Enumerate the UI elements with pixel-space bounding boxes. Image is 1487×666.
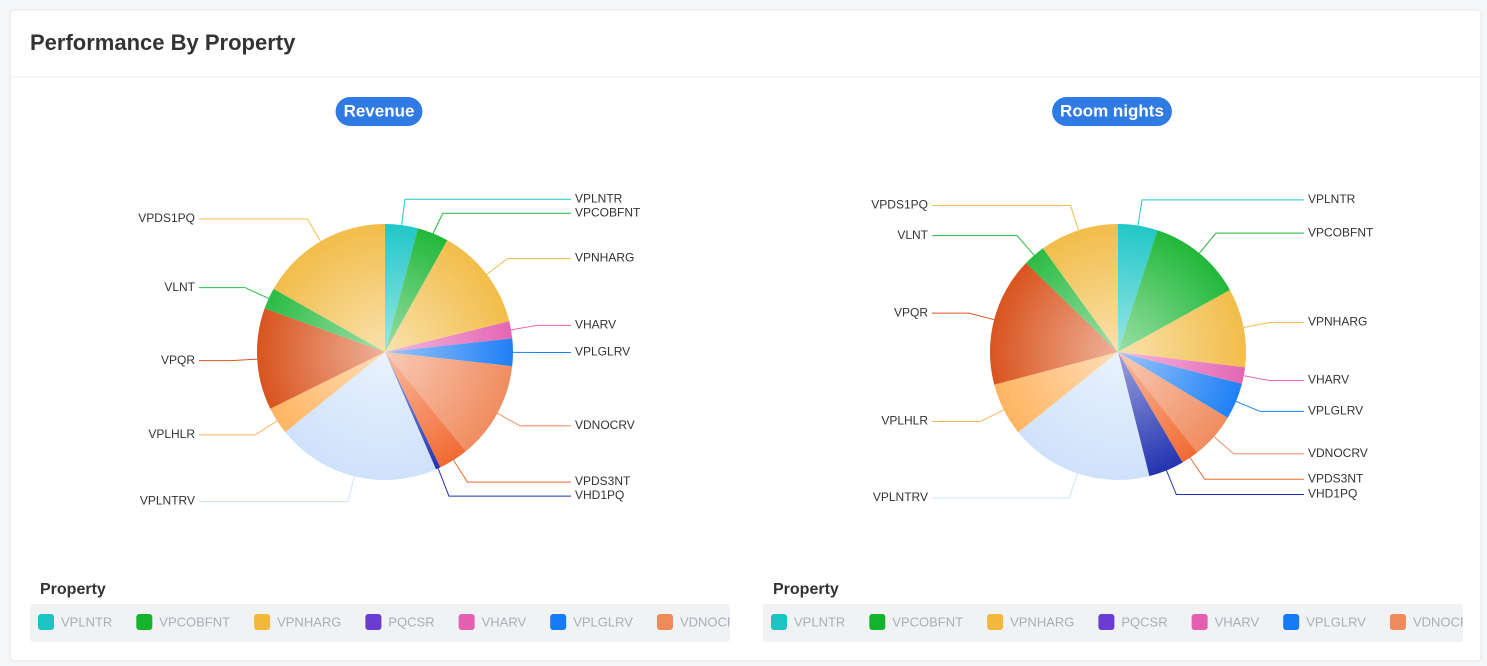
legend-label: PQCSR [388,614,434,629]
legend-swatch [365,614,382,630]
leader-line [932,204,1080,231]
leader-line [199,358,258,362]
leader-line [1166,470,1304,496]
slice-label: VPDS1PQ [138,211,195,225]
legend-label: VPCOBFNT [159,614,230,629]
slice-label: VPCOBFNT [1308,225,1374,239]
slice-label: VPQR [894,305,928,319]
chart-title: Room nights [1060,101,1164,120]
leader-line [1199,232,1304,254]
legend: VPLNTR VPCOBFNT VPNHARG PQCSR VHARV VPLGLRV VD… [771,614,1478,630]
legend-title: Property [773,581,839,598]
chart-title-pill [335,97,423,126]
legend-swatch [771,614,787,630]
slice-label: VDNOCRV [575,418,635,432]
slice-label: VPLNTRV [873,490,928,504]
legend-label: VPNHARG [1010,614,1074,629]
leader-line [401,198,571,226]
legend-title: Property [40,581,106,598]
legend-swatch [458,614,475,630]
slice-label: VPLNTR [1308,192,1356,206]
legend-swatch [1389,614,1406,630]
leader-line [510,324,571,331]
legend-label: VPNHARG [277,614,341,629]
slice-label: VPLNTR [575,191,623,205]
slice-label: VPDS3NT [1308,471,1364,485]
slice-label: VHARV [575,318,616,332]
slice-label: VPDS3NT [575,474,631,488]
legend-swatch [38,614,54,630]
leader-line [1243,322,1304,328]
slice-label: VPLGLRV [1308,404,1363,418]
legend-label: VPLGLRV [1306,614,1366,629]
card [9,9,1482,662]
legend-label: VDNOCRV [680,614,745,629]
slice-label: VHD1PQ [575,488,624,502]
legend-swatch [550,614,567,630]
legend-label: VDNOCRV [1413,614,1478,629]
slice-label: VPCOBFNT [575,205,641,219]
legend-swatch [136,614,153,630]
slice-label: VHD1PQ [1308,487,1357,501]
leader-line [932,235,1035,256]
leader-line [1243,375,1304,382]
slice-label: VHARV [1308,373,1349,387]
card-title: Performance By Property [30,30,296,55]
leader-line [486,258,571,275]
legend-swatch [656,614,673,630]
slice-label: VPQR [161,353,195,367]
leader-line [199,476,355,503]
slice-label: VPNHARG [575,251,634,265]
leader-line [932,312,995,321]
slice-label: VPLHLR [881,414,928,428]
slice-label: VLNT [897,228,928,242]
leader-line [1137,199,1304,226]
legend-label: VPLGLRV [573,614,633,629]
slice-label: VLNT [164,280,195,294]
leader-line [432,212,571,234]
leader-line [453,459,571,483]
legend-swatch [254,614,271,630]
leader-line [1189,457,1304,480]
slice-label: VPDS1PQ [871,198,928,212]
slice-label: VPLHLR [148,427,195,441]
chart-title: Revenue [344,101,415,120]
leader-line [199,287,269,299]
legend: VPLNTR VPCOBFNT VPNHARG PQCSR VHARV VPLGLRV VD… [38,614,745,630]
slice-label: VPLNTRV [140,494,195,508]
legend-label: VPCOBFNT [892,614,963,629]
slice-label: VDNOCRV [1308,446,1368,460]
legend-label: VPLNTR [794,614,845,629]
legend-label: VPLNTR [61,614,112,629]
leader-line [1213,436,1304,455]
legend-label: PQCSR [1121,614,1167,629]
leader-line [497,412,571,427]
slice-label: VPLGLRV [575,345,630,359]
legend-swatch [1098,614,1115,630]
leader-line [932,473,1078,499]
legend-swatch [1283,614,1300,630]
legend-label: VHARV [482,614,527,629]
slice-label: VPNHARG [1308,315,1367,329]
leader-line [437,468,571,497]
legend-swatch [869,614,886,630]
leader-line [932,409,1005,423]
legend-swatch [987,614,1004,630]
legend-label: VHARV [1215,614,1260,629]
legend-swatch [1191,614,1208,630]
leader-line [1235,400,1304,412]
leader-line [199,420,278,436]
leader-line [199,218,321,242]
chart-title-pill [1052,97,1172,126]
